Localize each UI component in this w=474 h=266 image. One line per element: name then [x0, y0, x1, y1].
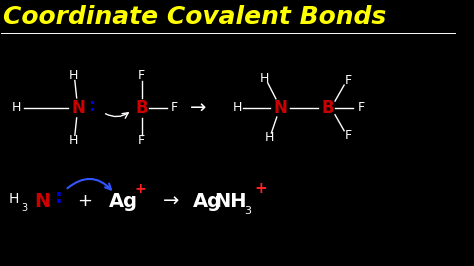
Text: N: N [35, 192, 51, 211]
Text: Ag: Ag [193, 192, 222, 211]
Text: 3: 3 [244, 206, 251, 215]
Text: H: H [8, 192, 18, 206]
Text: F: F [345, 129, 352, 142]
Text: :: : [55, 188, 63, 207]
Text: H: H [264, 131, 274, 144]
Text: +: + [255, 181, 267, 196]
Text: B: B [322, 99, 335, 117]
Text: F: F [138, 69, 145, 82]
Text: NH: NH [214, 192, 246, 211]
Text: Ag: Ag [109, 192, 138, 211]
Text: H: H [69, 69, 78, 82]
Text: →: → [191, 98, 207, 117]
Text: F: F [357, 101, 365, 114]
Text: H: H [12, 101, 21, 114]
Text: F: F [171, 101, 178, 114]
Text: Coordinate Covalent Bonds: Coordinate Covalent Bonds [3, 5, 386, 29]
Text: H: H [69, 134, 78, 147]
Text: +: + [135, 182, 146, 196]
Text: H: H [260, 72, 269, 85]
Text: B: B [136, 99, 148, 117]
Text: →: → [163, 192, 180, 211]
Text: +: + [77, 192, 92, 210]
Text: F: F [345, 74, 352, 87]
Text: :: : [89, 97, 96, 115]
Text: 3: 3 [21, 203, 27, 213]
Text: N: N [71, 99, 85, 117]
Text: F: F [138, 134, 145, 147]
Text: N: N [273, 99, 287, 117]
Text: H: H [233, 101, 242, 114]
